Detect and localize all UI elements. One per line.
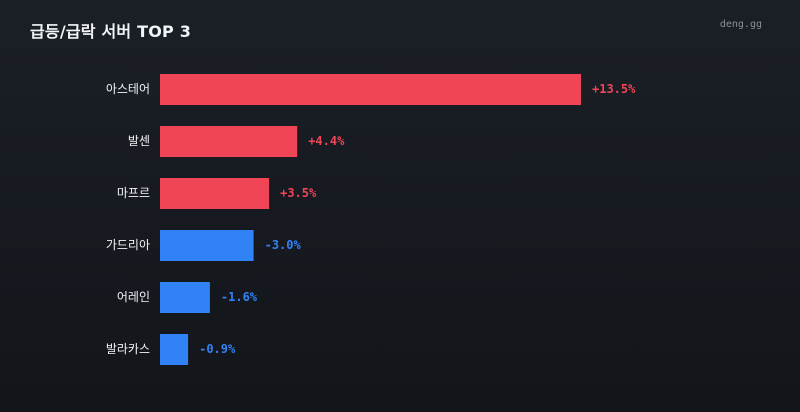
value-label-3: -3.0%	[265, 238, 302, 252]
value-label-0: +13.5%	[592, 82, 636, 96]
bar-3	[160, 230, 254, 261]
bar-1	[160, 126, 298, 157]
bar-5	[160, 334, 189, 365]
chart-title: 급등/급락 서버 TOP 3	[30, 22, 192, 41]
value-label-5: -0.9%	[199, 342, 236, 356]
bar-0	[160, 74, 581, 105]
category-label-0: 아스테어	[106, 82, 150, 96]
category-label-2: 마프르	[117, 186, 150, 200]
value-label-4: -1.6%	[221, 290, 258, 304]
value-label-2: +3.5%	[280, 186, 317, 200]
category-label-5: 발라카스	[106, 342, 150, 356]
category-label-1: 발센	[128, 134, 150, 148]
value-label-1: +4.4%	[308, 134, 345, 148]
brand-watermark: deng.gg	[719, 19, 762, 30]
bar-2	[160, 178, 270, 209]
category-label-3: 가드리아	[106, 238, 150, 252]
category-label-4: 어레인	[117, 290, 150, 304]
bar-4	[160, 282, 210, 313]
